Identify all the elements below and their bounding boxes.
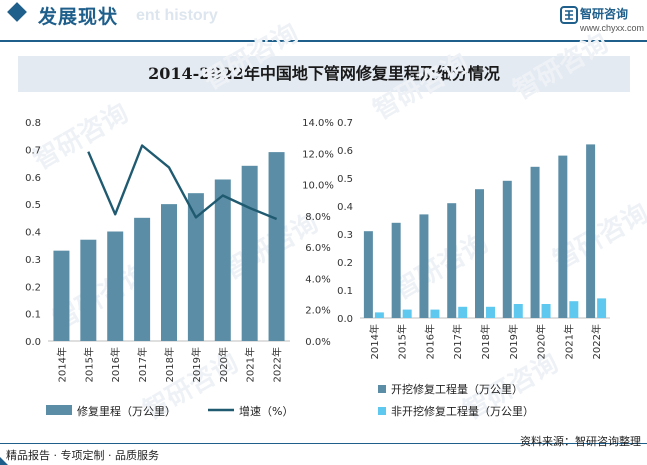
y-right-tick-label: 2.0% <box>305 306 330 317</box>
legend-swatch-bar <box>46 405 72 415</box>
x-tick-label: 2015年 <box>82 347 95 382</box>
y-tick-label: 0.6 <box>337 146 353 157</box>
y-tick-label: 0.2 <box>337 258 353 269</box>
bar-repair-mileage <box>107 231 124 341</box>
y-tick-label: 0.1 <box>337 286 353 297</box>
y-right-tick-label: 6.0% <box>305 243 330 254</box>
y-left-tick-label: 0.6 <box>25 173 41 184</box>
y-right-tick-label: 14.0% <box>302 118 334 129</box>
bar-trenchless-repair <box>430 309 440 318</box>
x-tick-label: 2021年 <box>562 324 575 359</box>
bar-excavation-repair <box>475 189 484 318</box>
x-tick-label: 2020年 <box>535 324 548 359</box>
bar-excavation-repair <box>447 203 457 318</box>
x-tick-label: 2019年 <box>190 347 203 382</box>
line-growth-rate <box>87 144 278 221</box>
legend-label-trenchless: 非开挖修复工程量（万公里） <box>391 404 534 418</box>
y-left-tick-label: 0.7 <box>25 145 41 156</box>
legend-label-bar: 修复里程（万公里） <box>77 404 176 418</box>
bar-excavation-repair <box>363 231 373 318</box>
chart-title-band: 2014-2022年中国地下管网修复里程及细分情况 <box>18 56 630 92</box>
bar-excavation-repair <box>502 180 512 318</box>
legend-label-excavation: 开挖修复工程量（万公里） <box>391 382 523 396</box>
bar-repair-mileage <box>268 152 285 341</box>
bar-trenchless-repair <box>374 312 384 318</box>
bar-repair-mileage <box>241 165 258 341</box>
y-left-tick-label: 0.3 <box>25 255 41 266</box>
x-tick-label: 2018年 <box>479 324 492 359</box>
bar-trenchless-repair <box>458 306 468 318</box>
y-right-tick-label: 12.0% <box>302 149 334 160</box>
logo-name: 智研咨询 <box>580 7 629 21</box>
bar-trenchless-repair <box>569 301 579 318</box>
y-right-tick-label: 10.0% <box>302 181 334 192</box>
bar-repair-mileage <box>187 193 204 341</box>
legend-label-line: 增速（%） <box>239 404 293 418</box>
x-tick-label: 2016年 <box>109 347 122 382</box>
bar-repair-mileage <box>134 217 151 341</box>
bar-trenchless-repair <box>597 298 607 318</box>
bar-excavation-repair <box>530 166 540 318</box>
x-tick-label: 2022年 <box>271 347 284 382</box>
bar-repair-mileage <box>80 239 97 341</box>
y-tick-label: 0.5 <box>337 174 353 185</box>
y-left-tick-label: 0.0 <box>25 337 41 348</box>
bar-repair-mileage <box>53 250 70 341</box>
bar-trenchless-repair <box>402 309 412 318</box>
footer-divider <box>0 443 647 444</box>
bar-trenchless-repair <box>486 306 495 318</box>
footer-source: 资料来源：智研咨询整理 <box>520 435 641 448</box>
header-bar: 发展现状 ent history 智研咨询 www.chyxx.com <box>0 0 647 33</box>
x-tick-label: 2016年 <box>423 324 436 359</box>
y-left-tick-label: 0.5 <box>25 200 41 211</box>
x-tick-label: 2014年 <box>368 324 381 359</box>
bar-repair-mileage <box>161 204 177 341</box>
bar-excavation-repair <box>586 144 596 318</box>
bar-excavation-repair <box>419 214 429 318</box>
bar-excavation-repair <box>558 155 568 318</box>
footer-corner-icon <box>0 457 8 465</box>
header-divider <box>0 40 647 42</box>
watermark-text: 智研咨询 <box>508 27 614 106</box>
legend-swatch-excavation <box>378 385 386 393</box>
brand-logo: 智研咨询 www.chyxx.com <box>560 4 644 38</box>
bar-trenchless-repair <box>541 304 551 318</box>
bar-trenchless-repair <box>513 304 523 318</box>
x-tick-label: 2018年 <box>163 347 176 382</box>
logo-icon <box>560 6 578 24</box>
section-subtitle: ent history <box>136 7 218 24</box>
y-tick-label: 0.0 <box>337 314 353 325</box>
x-tick-label: 2022年 <box>590 324 603 359</box>
y-left-tick-label: 0.4 <box>25 228 41 239</box>
logo-url: www.chyxx.com <box>580 23 645 33</box>
watermark-text: 智研咨询 <box>28 97 134 176</box>
x-tick-label: 2015年 <box>396 324 409 359</box>
bar-repair-mileage <box>214 179 231 341</box>
x-tick-label: 2017年 <box>451 324 464 359</box>
x-tick-label: 2020年 <box>217 347 230 382</box>
bar-excavation-repair <box>391 222 401 318</box>
y-right-tick-label: 0.0% <box>305 337 330 348</box>
section-title: 发展现状 <box>38 6 119 28</box>
watermark-text: 智研咨询 <box>198 17 304 96</box>
y-left-tick-label: 0.8 <box>25 118 41 129</box>
y-left-tick-label: 0.2 <box>25 282 41 293</box>
x-tick-label: 2021年 <box>244 347 257 382</box>
y-left-tick-label: 0.1 <box>25 310 41 321</box>
legend-swatch-trenchless <box>378 407 386 415</box>
chart-title: 2014-2022年中国地下管网修复里程及细分情况 <box>148 64 500 83</box>
chart-repair-mileage: 0.0 0.1 0.2 0.3 0.4 0.5 0.6 0.7 0.8 0.0% 2.0% 4.0% 6… <box>25 118 334 418</box>
chart-repair-breakdown: 0.0 0.1 0.2 0.3 0.4 0.5 0.6 0.7 2014年 2015年 2016年 2… <box>337 118 610 418</box>
x-tick-label: 2019年 <box>507 324 520 359</box>
y-right-tick-label: 8.0% <box>305 212 330 223</box>
footer-slogan: 精品报告 · 专项定制 · 品质服务 <box>6 449 159 462</box>
y-tick-label: 0.4 <box>337 202 353 213</box>
x-tick-label: 2014年 <box>55 347 68 382</box>
y-right-tick-label: 4.0% <box>305 274 330 285</box>
y-tick-label: 0.3 <box>337 230 353 241</box>
x-tick-label: 2017年 <box>136 347 149 382</box>
y-tick-label: 0.7 <box>337 118 353 129</box>
watermark-text: 智研咨询 <box>368 47 474 126</box>
